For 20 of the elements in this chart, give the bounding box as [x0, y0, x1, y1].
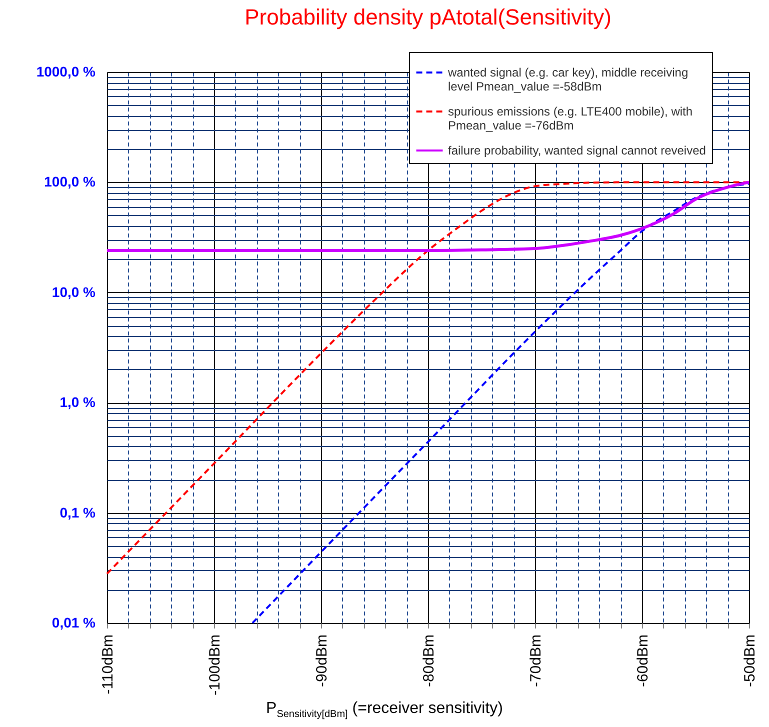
x-tick-label: -60dBm	[634, 634, 652, 688]
y-tick-label: 1000,0 %	[36, 64, 96, 80]
y-tick-label: 100,0 %	[44, 174, 96, 190]
legend-label: failure probability, wanted signal cannot reveived	[448, 144, 706, 158]
y-tick-label: 0,01 %	[52, 614, 96, 630]
y-tick-label: 0,1 %	[60, 504, 96, 520]
x-tick-label: -70dBm	[528, 634, 544, 688]
legend-label: spurious emissions (e.g. LTE400 mobile), with Pmean_value =-76dBm	[448, 104, 693, 132]
y-tick-label: 10,0 %	[52, 284, 96, 300]
x-tick-label: -50dBm	[742, 634, 758, 688]
y-tick-label: 1,0 %	[60, 394, 96, 410]
x-axis-title: P$_{Sensitivity[dBm]}$ (=receiver sensitivity)	[265, 700, 504, 720]
line-series	[106, 180, 750, 252]
line-series	[252, 182, 750, 624]
x-tick-label: -80dBm	[420, 634, 438, 688]
x-tick-label: -110dBm	[100, 634, 116, 694]
x-tick-label: -100dBm	[206, 634, 224, 696]
x-tick-label: -90dBm	[314, 634, 330, 688]
chart-title: Probability density pAtotal(Sensitivity)	[244, 4, 612, 30]
legend-label: wanted signal (e.g. car key), middle receiving level Pmean_value =-58dBm	[447, 66, 688, 94]
